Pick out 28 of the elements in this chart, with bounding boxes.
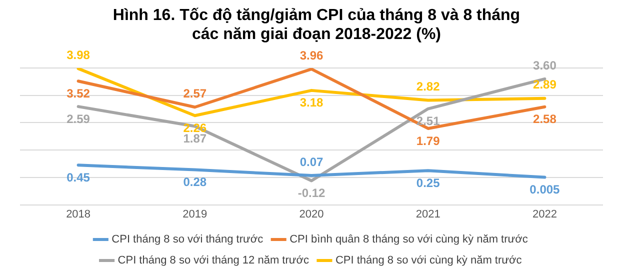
x-tick-label: 2018 <box>66 208 91 220</box>
data-label: 0.28 <box>183 175 207 190</box>
data-label: 2.57 <box>183 86 207 100</box>
x-tick-label: 2020 <box>299 208 324 220</box>
x-tick-label: 2021 <box>416 208 440 220</box>
data-label: 3.52 <box>66 86 90 100</box>
data-label: 3.98 <box>66 48 90 62</box>
chart-title: Hình 16. Tốc độ tăng/giảm CPI của tháng 8 và 8 tháng các năm giai đoạn 2018-2022 (%) <box>112 6 522 44</box>
data-label: 0.005 <box>530 182 560 197</box>
data-label: 2.58 <box>533 112 557 126</box>
data-label: 2.82 <box>416 80 440 94</box>
x-tick-label: 2022 <box>532 208 557 220</box>
data-label: 2.89 <box>533 78 557 92</box>
data-label: 0.07 <box>300 154 324 169</box>
data-label: 2.59 <box>66 112 90 126</box>
data-label: 3.96 <box>300 48 324 62</box>
legend-label: CPI tháng 8 so với tháng trước <box>112 234 264 246</box>
data-label: 0.25 <box>416 176 440 190</box>
data-label: 0.45 <box>66 170 90 184</box>
data-label: 2.51 <box>416 114 440 128</box>
data-label: 3.18 <box>300 96 324 110</box>
data-label: -0.12 <box>298 186 326 200</box>
legend-label: CPI bình quân 8 tháng so với cùng kỳ năm trước <box>290 234 528 246</box>
legend-label: CPI tháng 8 so với tháng 12 năm trước <box>118 254 310 267</box>
x-tick-label: 2019 <box>182 208 208 220</box>
data-label: 3.60 <box>533 58 557 72</box>
data-label: 1.79 <box>416 134 440 148</box>
legend-label: CPI tháng 8 so với cùng kỳ năm trước <box>335 254 522 267</box>
